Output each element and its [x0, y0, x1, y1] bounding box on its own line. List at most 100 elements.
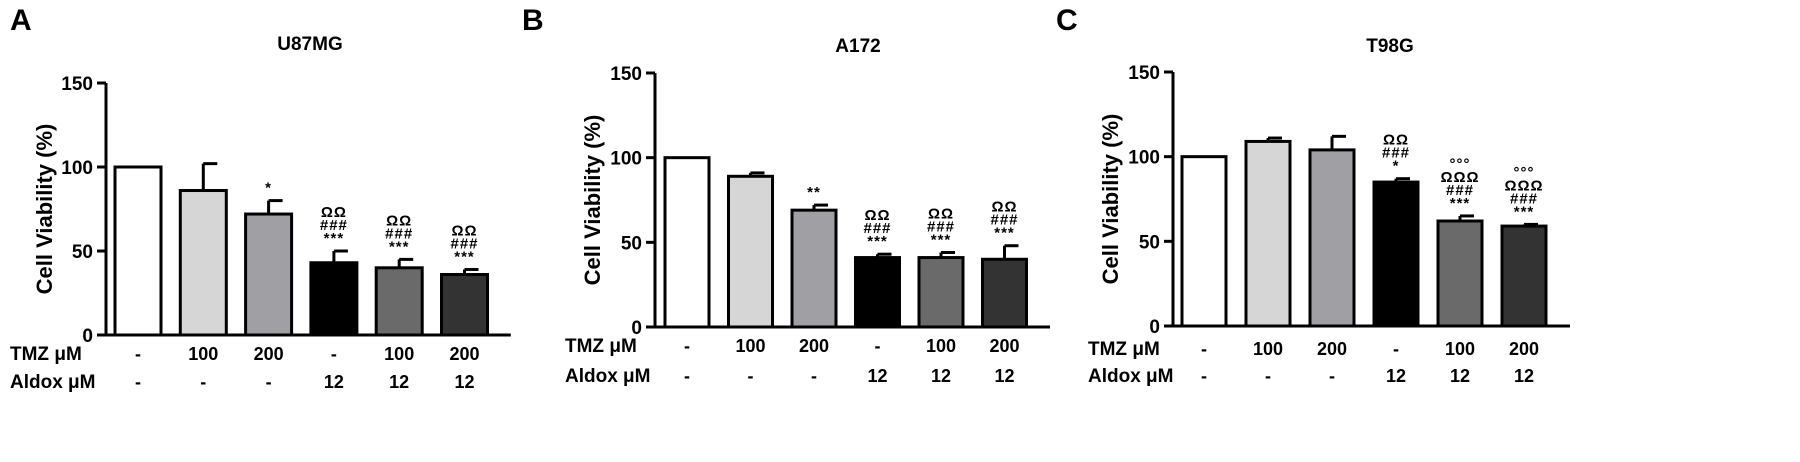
- y-tick-label: 0: [82, 326, 93, 347]
- significance-label: °°°: [1450, 156, 1471, 173]
- aldox-value: -: [1265, 366, 1271, 386]
- tmz-value: 200: [449, 344, 479, 364]
- aldox-value: 12: [324, 372, 344, 392]
- y-tick-label: 50: [72, 242, 93, 263]
- tmz-value: 100: [735, 336, 765, 356]
- chart-title: T98G: [1366, 36, 1414, 57]
- bar: [1372, 180, 1420, 328]
- significance-label: *: [1393, 158, 1400, 175]
- significance-label: ΩΩΩ: [1504, 177, 1543, 194]
- aldox-value: 12: [1450, 366, 1470, 386]
- tmz-value: 100: [1253, 339, 1283, 359]
- aldox-value: 12: [931, 366, 951, 386]
- bar: [374, 266, 424, 337]
- tmz-value: 200: [799, 336, 829, 356]
- significance-label: ###: [320, 217, 348, 234]
- aldox-value: -: [1201, 366, 1207, 386]
- y-tick-label: 0: [631, 318, 642, 339]
- significance-label: ***: [931, 231, 952, 248]
- significance-label: ΩΩ: [386, 212, 412, 229]
- significance-label: ΩΩ: [864, 207, 890, 224]
- tmz-value: 200: [254, 344, 284, 364]
- significance-label: ***: [389, 238, 410, 255]
- panel-b: B A172 Cell Viability (%) 0 50 100 150 - - 100 - **…: [522, 4, 1050, 387]
- y-axis-label: Cell Viability (%): [580, 115, 605, 286]
- tmz-value: -: [684, 336, 690, 356]
- tmz-value: 100: [1445, 339, 1475, 359]
- tmz-value: 100: [926, 336, 956, 356]
- bar: [440, 273, 489, 337]
- tmz-value: 100: [188, 344, 218, 364]
- significance-label: ΩΩ: [451, 222, 477, 239]
- y-tick-label: 0: [1149, 317, 1160, 338]
- y-tick-label: 50: [1139, 232, 1160, 253]
- aldox-value: 12: [454, 372, 474, 392]
- y-tick-label: 100: [61, 158, 93, 179]
- y-tick-label: 100: [1128, 148, 1160, 169]
- bar: [663, 156, 711, 329]
- aldox-value: 12: [389, 372, 409, 392]
- panel-letter: C: [1056, 4, 1078, 37]
- significance-label: ***: [454, 248, 475, 265]
- tmz-value: 100: [384, 344, 414, 364]
- bar: [1436, 219, 1484, 328]
- significance-label: ###: [927, 218, 955, 235]
- y-axis-label: Cell Viability (%): [32, 124, 57, 295]
- aldox-value: 12: [1514, 366, 1534, 386]
- aldox-value: 12: [1386, 366, 1406, 386]
- y-tick-label: 150: [610, 64, 642, 85]
- aldox-value: -: [811, 366, 817, 386]
- y-tick-label: 150: [1128, 63, 1160, 84]
- bar: [244, 212, 294, 337]
- significance-label: ***: [1514, 203, 1535, 220]
- tmz-row-label: TMZ μM: [565, 336, 637, 357]
- aldox-value: -: [135, 372, 141, 392]
- tmz-value: -: [1393, 339, 1399, 359]
- tmz-value: 200: [1317, 339, 1347, 359]
- aldox-row-label: Aldox μM: [565, 366, 651, 387]
- tmz-value: 200: [989, 336, 1019, 356]
- y-tick-label: 50: [621, 233, 642, 254]
- aldox-value: -: [684, 366, 690, 386]
- significance-label: ###: [1446, 182, 1474, 199]
- aldox-row-label: Aldox μM: [10, 372, 96, 393]
- tmz-value: -: [135, 344, 141, 364]
- panel-letter: B: [522, 4, 544, 37]
- panel-a: A U87MG Cell Viability (%) 0 50 100 150 - - 100 - *…: [10, 4, 511, 393]
- significance-label: ###: [385, 225, 413, 242]
- tmz-value: -: [1201, 339, 1207, 359]
- bar: [1308, 148, 1356, 328]
- aldox-value: 12: [867, 366, 887, 386]
- bar: [981, 257, 1028, 329]
- tmz-value: -: [875, 336, 881, 356]
- tmz-row-label: TMZ μM: [1088, 339, 1160, 360]
- aldox-row-label: Aldox μM: [1088, 366, 1174, 387]
- significance-label: ***: [867, 233, 888, 250]
- significance-label: ###: [1510, 190, 1538, 207]
- significance-label: ΩΩ: [1383, 132, 1409, 149]
- significance-label: °°°: [1514, 164, 1535, 181]
- significance-label: **: [807, 184, 821, 201]
- aldox-value: -: [748, 366, 754, 386]
- aldox-value: 12: [994, 366, 1014, 386]
- chart-title: A172: [835, 36, 880, 57]
- significance-label: ###: [450, 235, 478, 252]
- bar: [1180, 155, 1228, 328]
- tmz-value: -: [331, 344, 337, 364]
- significance-label: ΩΩ: [321, 204, 347, 221]
- bar: [1500, 224, 1548, 328]
- bar: [727, 174, 774, 329]
- y-axis-label: Cell Viability (%): [1098, 114, 1123, 285]
- y-tick-label: 150: [61, 74, 93, 95]
- bar: [178, 189, 228, 337]
- bar: [1244, 139, 1292, 328]
- tmz-row-label: TMZ μM: [10, 344, 82, 365]
- significance-label: ΩΩ: [928, 205, 954, 222]
- significance-label: ***: [324, 230, 345, 247]
- aldox-value: -: [1329, 366, 1335, 386]
- y-tick-label: 100: [610, 149, 642, 170]
- aldox-value: -: [266, 372, 272, 392]
- significance-label: ###: [990, 212, 1018, 229]
- chart-title: U87MG: [277, 34, 342, 55]
